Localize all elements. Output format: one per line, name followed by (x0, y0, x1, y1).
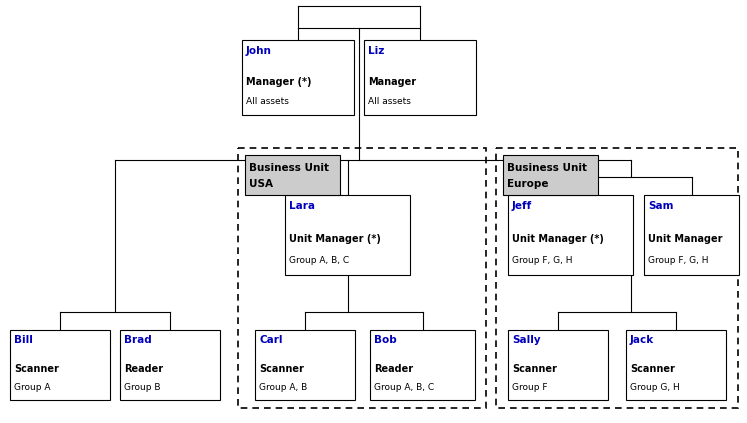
Bar (370, 330, 475, 400)
Text: John: John (246, 46, 272, 55)
Text: Sam: Sam (648, 201, 674, 211)
Text: Bill: Bill (14, 335, 33, 345)
Bar (508, 330, 608, 400)
Text: Group A: Group A (14, 383, 51, 392)
Text: Group F, G, H: Group F, G, H (648, 256, 708, 265)
Bar (10, 330, 110, 400)
Bar (255, 330, 355, 400)
Text: All assets: All assets (246, 97, 289, 106)
Text: Unit Manager: Unit Manager (648, 234, 722, 244)
Text: Lara: Lara (289, 201, 315, 211)
Text: Manager (*): Manager (*) (246, 77, 311, 87)
Bar (120, 330, 220, 400)
Bar (285, 195, 410, 275)
Text: Jeff: Jeff (512, 201, 533, 211)
Text: Group G, H: Group G, H (630, 383, 680, 392)
Text: Europe: Europe (507, 179, 548, 189)
Text: Scanner: Scanner (512, 364, 557, 374)
Text: Carl: Carl (259, 335, 282, 345)
Text: Reader: Reader (124, 364, 163, 374)
Text: Group B: Group B (124, 383, 161, 392)
Bar (496, 148, 738, 408)
Text: Group F: Group F (512, 383, 548, 392)
Bar (364, 40, 476, 115)
Text: Group A, B: Group A, B (259, 383, 307, 392)
Text: Sally: Sally (512, 335, 541, 345)
Bar (242, 40, 354, 115)
Text: USA: USA (249, 179, 273, 189)
Text: Group A, B, C: Group A, B, C (374, 383, 434, 392)
Bar (626, 330, 726, 400)
Bar (245, 155, 340, 195)
Text: Jack: Jack (630, 335, 654, 345)
Text: Group F, G, H: Group F, G, H (512, 256, 572, 265)
Bar (508, 195, 633, 275)
Text: Group A, B, C: Group A, B, C (289, 256, 349, 265)
Text: Business Unit: Business Unit (507, 163, 587, 173)
Text: Reader: Reader (374, 364, 413, 374)
Text: Unit Manager (*): Unit Manager (*) (289, 234, 381, 244)
Text: Scanner: Scanner (14, 364, 59, 374)
Text: Liz: Liz (368, 46, 385, 55)
Text: Business Unit: Business Unit (249, 163, 329, 173)
Bar (503, 155, 598, 195)
Text: Unit Manager (*): Unit Manager (*) (512, 234, 604, 244)
Text: Manager: Manager (368, 77, 416, 87)
Text: All assets: All assets (368, 97, 411, 106)
Text: Scanner: Scanner (630, 364, 675, 374)
Bar (644, 195, 739, 275)
Text: Scanner: Scanner (259, 364, 304, 374)
Text: Brad: Brad (124, 335, 152, 345)
Text: Bob: Bob (374, 335, 397, 345)
Bar (238, 148, 486, 408)
